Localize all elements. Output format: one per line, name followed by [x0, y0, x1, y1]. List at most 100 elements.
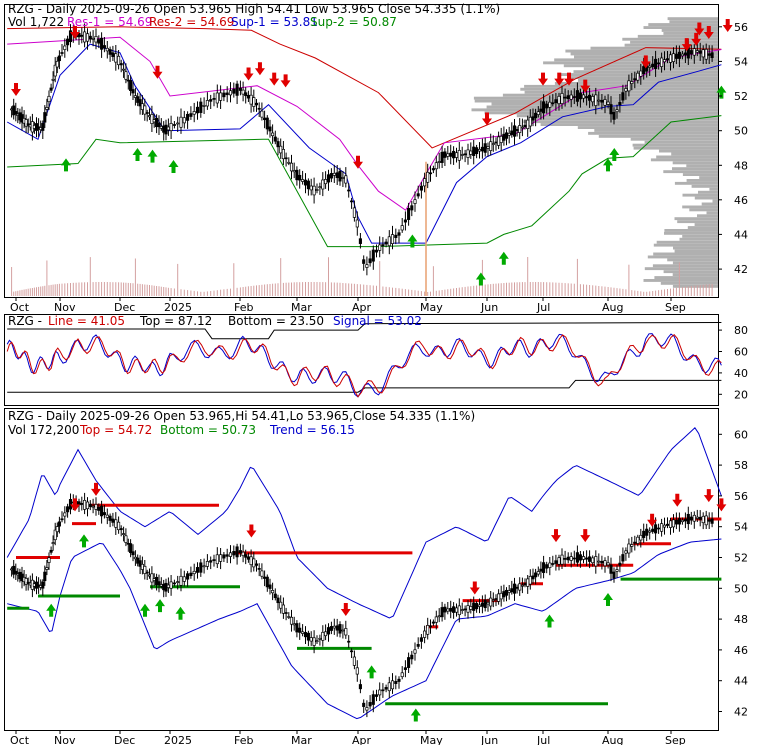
- volume-profile-bar: [656, 155, 718, 159]
- volume-profile-bar: [573, 70, 718, 74]
- candle-body: [440, 151, 444, 163]
- candle-body: [665, 58, 670, 61]
- candle-panel3-body: [615, 569, 619, 572]
- candle-panel3-body: [403, 667, 407, 670]
- candle-body: [129, 80, 133, 91]
- candle-body: [117, 55, 121, 66]
- candle-panel3-body: [94, 504, 98, 510]
- candle-body: [624, 88, 628, 92]
- candle-panel3-body: [518, 583, 522, 591]
- line-label: Line = 41.05: [48, 314, 125, 328]
- candle-panel3-body: [157, 581, 161, 586]
- candle-panel3-body: [136, 557, 140, 564]
- volume-profile-bar: [624, 43, 718, 47]
- candle-panel3-body: [254, 563, 259, 566]
- volume-profile-bar: [673, 246, 718, 250]
- candle-body: [618, 102, 622, 106]
- candle-body: [119, 63, 123, 66]
- y-tick-label: 80: [734, 324, 748, 337]
- candle-panel3-body: [489, 597, 493, 607]
- candle-body: [674, 53, 678, 59]
- candle-panel3-body: [651, 528, 655, 532]
- panel3-vol-label: Vol 172,200: [8, 423, 79, 437]
- candle-body: [182, 117, 186, 124]
- candle-body: [309, 185, 313, 191]
- candle-panel3-body: [606, 562, 610, 566]
- volume-profile-bar: [667, 258, 718, 262]
- candle-body: [371, 249, 375, 262]
- candle-body: [504, 132, 509, 139]
- candle-body: [88, 35, 92, 40]
- candle-body: [312, 185, 316, 196]
- candle-panel3-body: [143, 565, 147, 574]
- volume-profile-bar: [583, 67, 718, 71]
- candle-body: [143, 105, 147, 115]
- candle-body: [287, 161, 291, 164]
- sell-arrow: [70, 498, 80, 512]
- candle-panel3-body: [122, 533, 126, 535]
- candle-body: [202, 105, 206, 107]
- sell-arrow: [551, 529, 561, 543]
- candle-panel3-body: [497, 593, 501, 602]
- sell-arrow: [340, 603, 351, 617]
- candle-panel3-body: [225, 554, 229, 557]
- candle-panel3-body: [551, 563, 555, 565]
- candle-body: [43, 112, 47, 123]
- candle-panel3-body: [368, 702, 372, 707]
- candle-panel3-body: [457, 605, 461, 616]
- candle-body: [57, 55, 61, 62]
- upper-band: [6, 427, 722, 619]
- candle-panel3-body: [707, 519, 711, 522]
- candle-body: [431, 168, 435, 171]
- candle-body: [164, 124, 168, 135]
- candle-panel3-body: [431, 621, 435, 624]
- candle-body: [136, 96, 140, 103]
- candle-panel3-body: [202, 565, 206, 568]
- candle-panel3-body: [60, 518, 64, 521]
- candle-body: [26, 123, 30, 126]
- candle-body: [692, 48, 696, 56]
- candle-panel3-body: [273, 593, 277, 599]
- candle-body: [542, 101, 546, 114]
- buy-arrow: [168, 160, 179, 174]
- y-tick-label: 48: [734, 613, 748, 626]
- candle-panel3-body: [166, 584, 170, 588]
- candle-body: [374, 249, 379, 253]
- volume-profile-bar: [672, 284, 718, 288]
- candle-body: [329, 173, 333, 179]
- candle-panel3-body: [472, 602, 476, 611]
- candle-panel3-body: [437, 615, 441, 618]
- volume-profile-bar: [672, 273, 718, 276]
- candle-body: [122, 68, 126, 71]
- x-tick-label: Dec: [114, 734, 135, 745]
- candle-body: [91, 37, 95, 40]
- candle-panel3-body: [710, 518, 714, 524]
- candle-body: [636, 72, 640, 81]
- volume-profile-bar: [682, 193, 718, 197]
- top-label-panel2: Top = 87.12: [139, 314, 212, 328]
- candle-panel3-body: [639, 534, 643, 541]
- candle-panel3-body: [100, 505, 104, 517]
- candle-panel3-body: [219, 554, 223, 562]
- candle-body: [260, 110, 264, 118]
- candle-body: [124, 71, 128, 80]
- candle-panel3-body: [138, 560, 142, 567]
- candle-panel3-body: [494, 598, 498, 600]
- candle-body: [390, 234, 395, 244]
- res2-line: [7, 26, 722, 149]
- price-bars-panel3: [10, 492, 714, 718]
- candle-panel3-body: [520, 584, 524, 587]
- bottom-label-panel2: Bottom = 23.50: [228, 314, 324, 328]
- candle-body: [365, 264, 369, 268]
- candle-panel3-body: [387, 682, 391, 692]
- candle-panel3-body: [14, 570, 18, 574]
- candle-panel3-body: [648, 530, 652, 533]
- volume-profile-bar: [698, 190, 718, 194]
- x-tick-label: Feb: [234, 734, 253, 745]
- candle-panel3-body: [212, 559, 216, 561]
- candle-panel3-body: [618, 562, 622, 566]
- candle-body: [318, 186, 322, 189]
- volume-profile-bar: [669, 20, 718, 24]
- volume-profile-bar: [594, 129, 718, 132]
- candle-panel3-body: [172, 582, 176, 585]
